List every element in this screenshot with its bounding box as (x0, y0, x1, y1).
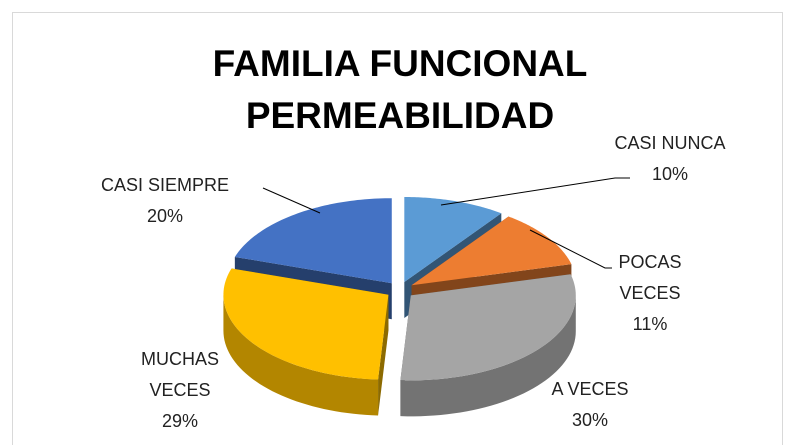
data-label: CASI SIEMPRE 20% (100, 170, 230, 232)
value-label: 10% (651, 164, 689, 184)
slice (400, 274, 576, 417)
slice-wall (400, 295, 576, 417)
slice-top (234, 198, 392, 284)
leader-line (529, 229, 612, 269)
slice-wall (223, 294, 379, 416)
slice-top (400, 274, 576, 381)
value-label: 11% (632, 314, 668, 334)
data-label: POCAS VECES 11% (590, 247, 710, 340)
value-label: 20% (146, 206, 184, 226)
slice-top (404, 197, 502, 283)
value-label: 29% (161, 411, 199, 431)
leader-line (440, 177, 630, 206)
category-label: CASI NUNCA (614, 133, 726, 153)
slice-top (223, 268, 389, 380)
chart-border (12, 12, 783, 445)
chart-title: FAMILIA FUNCIONAL PERMEABILIDAD (212, 43, 588, 136)
category-label: POCAS VECES (618, 252, 682, 303)
category-label: MUCHAS VECES (140, 349, 219, 400)
value-label: 30% (571, 410, 609, 430)
data-label: A VECES 30% (520, 374, 660, 436)
data-label: CASI NUNCA 10% (610, 128, 730, 190)
leader-line (262, 187, 321, 214)
slice-top (411, 216, 572, 286)
category-label: CASI SIEMPRE (100, 175, 230, 195)
category-label: A VECES (551, 379, 629, 399)
slice (223, 268, 389, 416)
data-label: MUCHAS VECES 29% (115, 344, 245, 437)
